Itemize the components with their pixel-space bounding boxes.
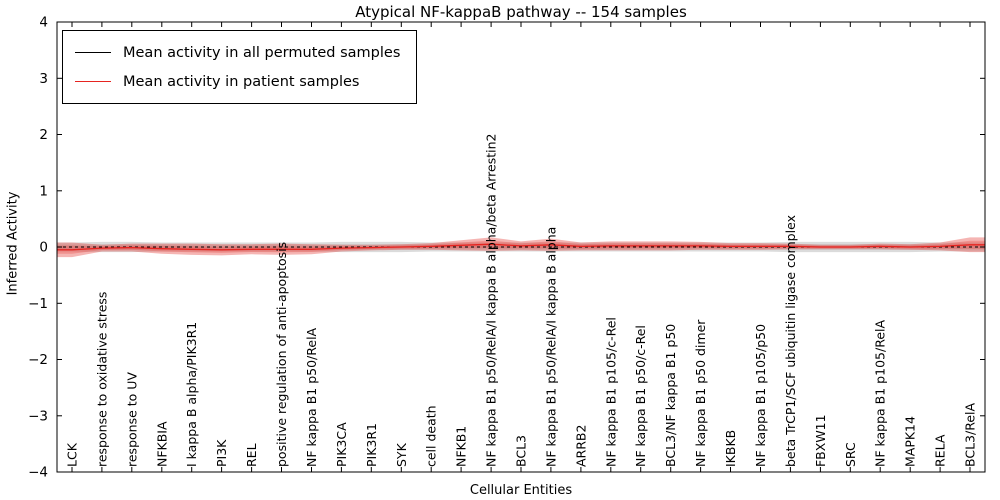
y-tick-label: 2 (39, 127, 48, 143)
y-tick-label: −1 (28, 296, 48, 312)
x-tick-label: I kappa B alpha/PIK3R1 (184, 322, 199, 467)
x-tick-label: cell death (424, 405, 439, 467)
x-tick-label: BCL3/NF kappa B1 p50 (663, 324, 678, 467)
x-tick-label: NF kappa B1 p50/c-Rel (633, 325, 648, 467)
x-tick-label: BCL3 (514, 435, 529, 467)
y-tick-label: 1 (39, 183, 48, 199)
legend-line-permuted-icon (75, 52, 111, 53)
x-tick-label: NFKBIA (154, 421, 169, 467)
x-tick-label: IKBKB (723, 430, 738, 467)
y-tick-label: −3 (28, 408, 48, 424)
x-tick-label: PIK3R1 (364, 423, 379, 467)
y-tick-label: −4 (28, 465, 48, 481)
x-tick-label: response to oxidative stress (94, 292, 109, 467)
legend-item-patient: Mean activity in patient samples (75, 67, 400, 96)
legend-item-permuted: Mean activity in all permuted samples (75, 38, 400, 67)
x-tick-label: RELA (933, 434, 948, 467)
x-tick-label: SRC (843, 442, 858, 467)
y-tick-label: 4 (39, 15, 48, 31)
x-tick-label: NF kappa B1 p105/c-Rel (603, 317, 618, 467)
x-tick-label: NF kappa B1 p105/p50 (753, 324, 768, 467)
legend: Mean activity in all permuted samples Me… (62, 30, 418, 104)
x-tick-label: positive regulation of anti-apoptosis (274, 242, 289, 467)
legend-label-permuted: Mean activity in all permuted samples (123, 44, 401, 61)
x-tick-label: NF kappa B1 p50/RelA (304, 327, 319, 467)
x-tick-label: PI3K (214, 439, 229, 467)
x-tick-label: response to UV (124, 372, 139, 467)
chart-title: Atypical NF-kappaB pathway -- 154 sample… (355, 3, 687, 21)
x-tick-label: FBXW11 (813, 414, 828, 467)
y-tick-label: 0 (39, 240, 48, 256)
series-line-1 (57, 243, 985, 251)
y-tick-label: −2 (28, 352, 48, 368)
x-tick-label: PIK3CA (334, 422, 349, 467)
x-tick-label: MAPK14 (903, 416, 918, 467)
x-tick-label: REL (244, 443, 259, 467)
x-tick-label: NF kappa B1 p105/RelA (873, 320, 888, 467)
x-tick-label: NFKB1 (454, 426, 469, 467)
x-tick-label: ARRB2 (573, 425, 588, 467)
x-tick-label: SYK (394, 442, 409, 467)
x-tick-label: NF kappa B1 p50 dimer (693, 319, 708, 467)
x-tick-label: LCK (65, 442, 80, 467)
x-tick-label: NF kappa B1 p50/RelA/I kappa B alpha (543, 227, 558, 467)
x-axis-label: Cellular Entities (469, 483, 573, 498)
x-tick-label: BCL3/RelA (963, 403, 978, 467)
y-tick-label: 3 (39, 71, 48, 87)
legend-line-patient-icon (75, 81, 111, 82)
legend-label-patient: Mean activity in patient samples (123, 73, 360, 90)
x-tick-label: beta TrCP1/SCF ubiquitin ligase complex (783, 215, 798, 467)
x-tick-label: NF kappa B1 p50/RelA/I kappa B alpha/bet… (484, 134, 499, 467)
